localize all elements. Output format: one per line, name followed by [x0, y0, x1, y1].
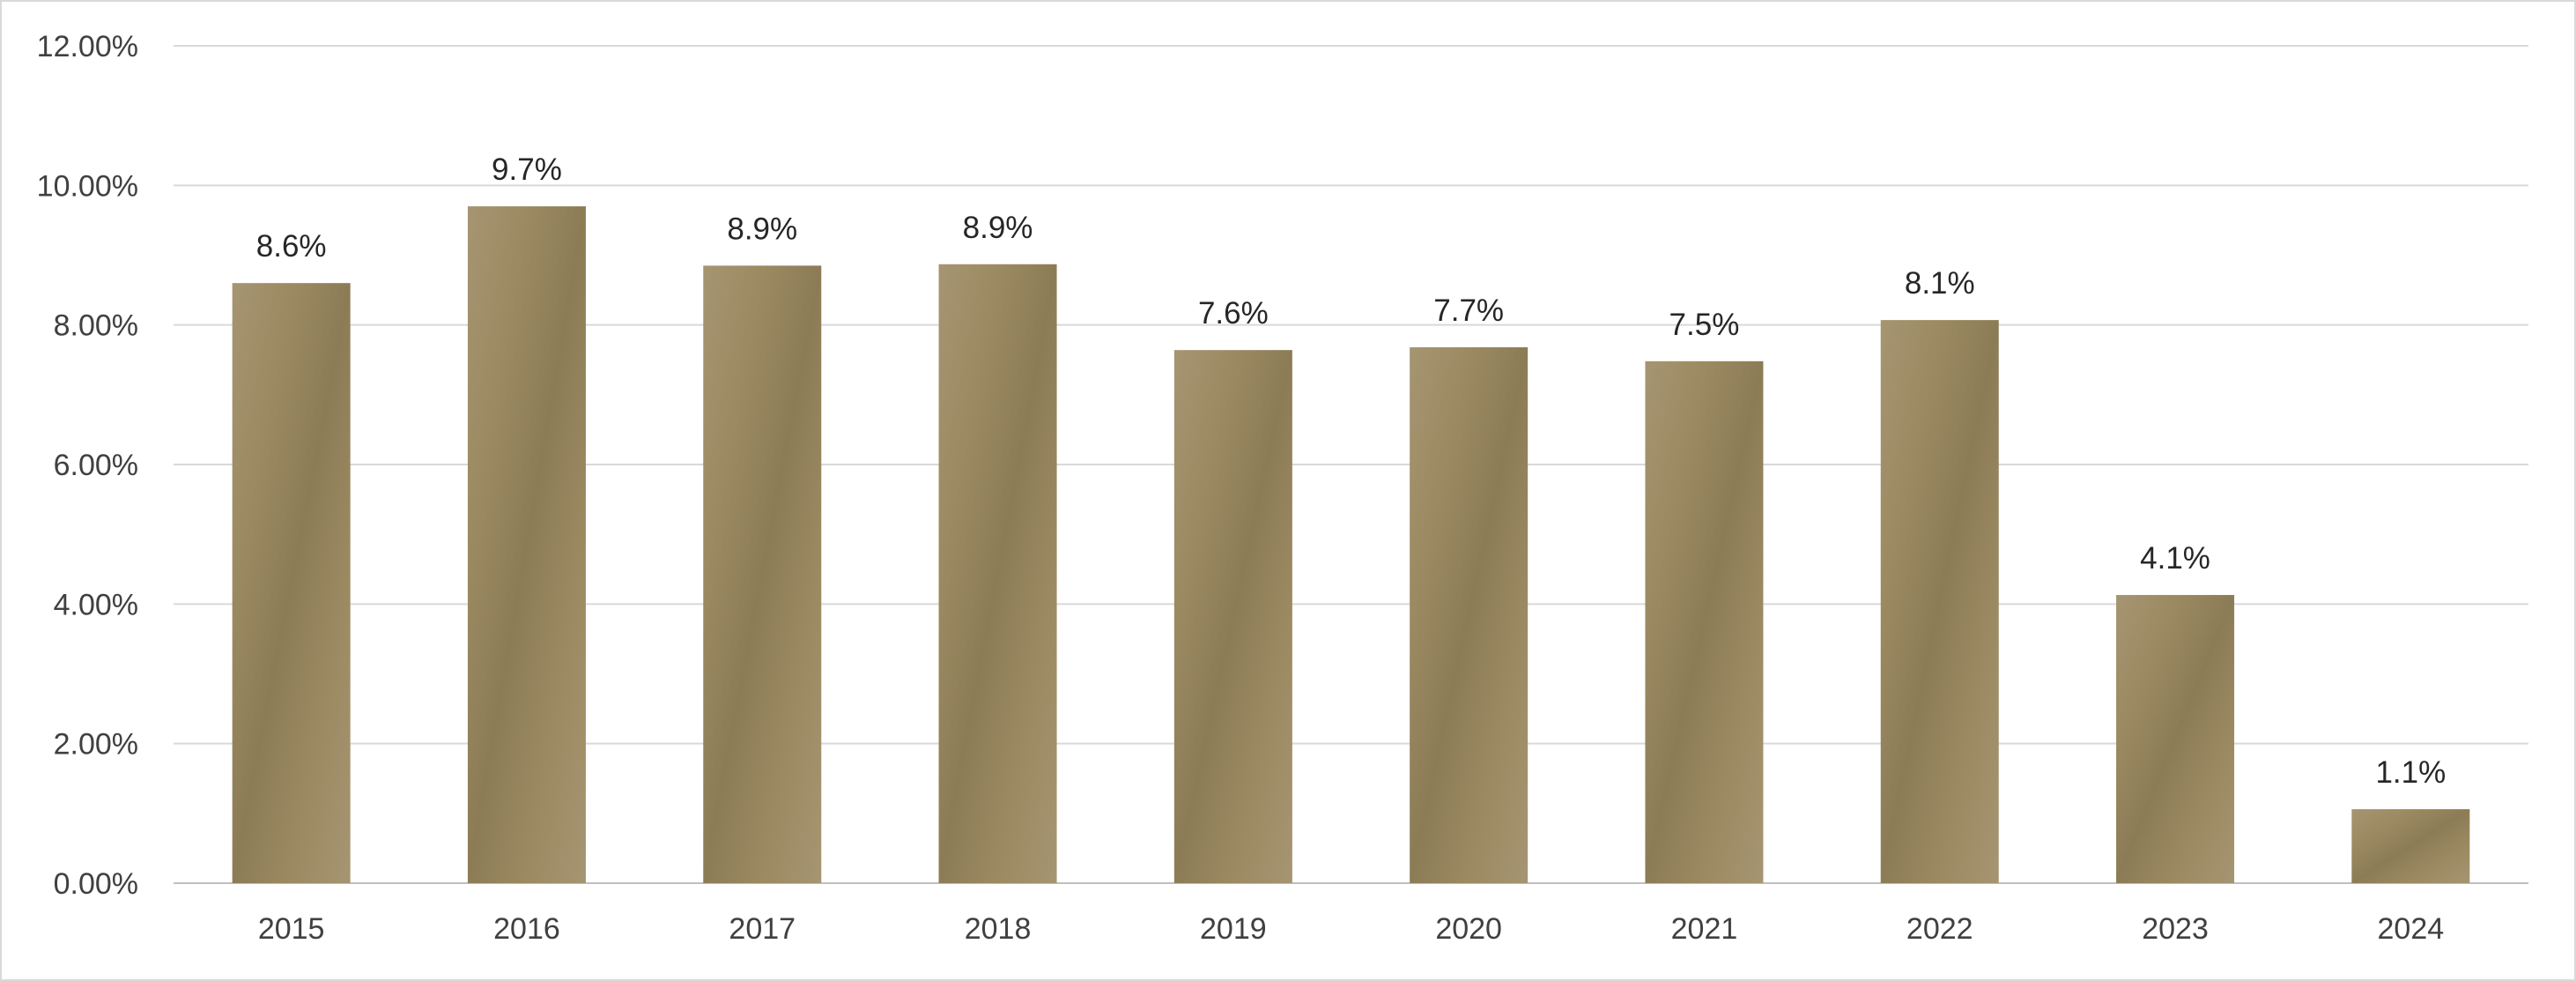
data-label-2023: 4.1%: [2140, 541, 2210, 576]
bar-2021: [1645, 360, 1764, 883]
bar-2022: [1880, 320, 1999, 883]
y-tick-label: 12.00%: [37, 30, 138, 63]
bar-2015: [232, 283, 351, 884]
x-axis-tick-labels: 2015 2016 2017 2018 2019 2020 2021 2022 2023 2024: [258, 912, 2444, 946]
y-tick-label: 6.00%: [54, 449, 138, 482]
y-tick-label: 0.00%: [54, 867, 138, 901]
x-tick-label-2017: 2017: [729, 912, 796, 946]
data-labels: 8.6% 9.7% 8.9% 8.9% 7.6% 7.7% 7.5% 8.1% 4.1% 1.1%: [256, 152, 2446, 790]
y-tick-label: 4.00%: [54, 588, 138, 621]
data-label-2019: 7.6%: [1198, 296, 1269, 331]
x-tick-label-2021: 2021: [1671, 912, 1738, 946]
data-label-2020: 7.7%: [1433, 294, 1504, 328]
bar-2018: [938, 264, 1057, 884]
y-tick-label: 8.00%: [54, 309, 138, 343]
x-tick-label-2019: 2019: [1200, 912, 1267, 946]
bars: [232, 206, 2470, 884]
bar-2024: [2351, 809, 2470, 883]
bar-2023: [2116, 595, 2235, 883]
bar-2020: [1410, 347, 1529, 883]
bar-2017: [703, 265, 822, 883]
x-tick-label-2015: 2015: [258, 912, 325, 946]
y-tick-label: 10.00%: [37, 169, 138, 203]
x-tick-label-2016: 2016: [493, 912, 560, 946]
bar-2016: [467, 206, 586, 884]
y-axis-tick-labels: 0.00% 2.00% 4.00% 6.00% 8.00% 10.00% 12.00%: [37, 30, 138, 901]
data-label-2017: 8.9%: [727, 212, 797, 246]
y-tick-label: 2.00%: [54, 728, 138, 762]
bar-2019: [1173, 350, 1292, 884]
x-tick-label-2018: 2018: [965, 912, 1032, 946]
data-label-2015: 8.6%: [256, 229, 327, 264]
data-label-2022: 8.1%: [1905, 266, 1975, 301]
x-tick-label-2023: 2023: [2142, 912, 2209, 946]
x-tick-label-2022: 2022: [1906, 912, 1973, 946]
data-label-2018: 8.9%: [963, 211, 1033, 245]
x-tick-label-2020: 2020: [1435, 912, 1502, 946]
data-label-2021: 7.5%: [1669, 308, 1740, 342]
data-label-2024: 1.1%: [2375, 755, 2446, 790]
x-tick-label-2024: 2024: [2378, 912, 2445, 946]
data-label-2016: 9.7%: [492, 152, 562, 187]
